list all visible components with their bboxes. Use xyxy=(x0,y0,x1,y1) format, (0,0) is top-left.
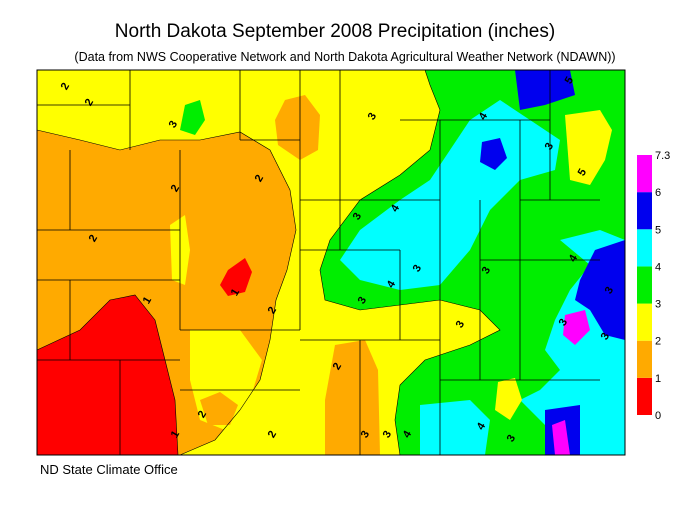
legend-tick-label: 7.3 xyxy=(655,150,670,162)
legend-tick-label: 0 xyxy=(655,410,661,422)
contour-label: 3 xyxy=(454,319,467,330)
legend-swatch xyxy=(637,303,652,341)
map-border xyxy=(36,69,626,456)
contour-label: 3 xyxy=(480,265,493,276)
legend-swatch xyxy=(637,155,652,193)
blue-zone xyxy=(515,70,575,110)
cyan-zone xyxy=(420,400,490,455)
contour-label: 1 xyxy=(229,287,242,298)
contour-label: 3 xyxy=(366,111,379,122)
contour-label: 3 xyxy=(411,263,424,274)
red-zone xyxy=(220,258,252,296)
contour-label: 3 xyxy=(359,429,372,440)
legend-swatch xyxy=(637,377,652,415)
orange-zone xyxy=(275,95,320,160)
contour-label: 2 xyxy=(83,97,96,108)
county-lines xyxy=(37,70,600,455)
legend-tick-label: 5 xyxy=(655,224,661,236)
map-subtitle: (Data from NWS Cooperative Network and N… xyxy=(74,50,615,64)
green-zone xyxy=(180,100,205,135)
legend-tick-label: 1 xyxy=(655,373,661,385)
orange-zone xyxy=(200,392,238,425)
legend-tick-label: 4 xyxy=(655,261,661,273)
contour-label: 2 xyxy=(266,429,279,440)
contour-label: 2 xyxy=(253,173,266,184)
contour-label: 3 xyxy=(381,429,394,440)
blue-zone xyxy=(480,138,507,170)
contour-label: 2 xyxy=(169,183,182,194)
legend: 0 1 2 3 4 5 6 7.3 xyxy=(637,150,670,422)
cyan-zone xyxy=(340,100,560,290)
magenta-zone xyxy=(563,310,590,345)
contour-label: 2 xyxy=(266,305,279,316)
contour-label: 3 xyxy=(356,295,369,306)
red-zone xyxy=(37,295,178,455)
legend-tick-label: 6 xyxy=(655,187,661,199)
contour-label: 5 xyxy=(576,167,589,178)
map-title: North Dakota September 2008 Precipitatio… xyxy=(115,21,555,42)
contour-label: 3 xyxy=(543,141,556,152)
isolines xyxy=(36,69,501,456)
contour-label: 3 xyxy=(599,331,612,342)
contour-label: 1 xyxy=(169,429,182,440)
contour-label: 2 xyxy=(196,409,209,420)
contour-label: 3 xyxy=(557,317,570,328)
yellow-zone xyxy=(565,110,612,185)
legend-swatch xyxy=(637,192,652,230)
contour-label: 3 xyxy=(351,211,364,222)
blue-zone xyxy=(575,240,625,340)
contour-label: 5 xyxy=(563,75,576,86)
legend-swatch xyxy=(637,266,652,304)
yellow-zone xyxy=(495,378,522,420)
legend-swatch xyxy=(637,229,652,267)
contour-label: 3 xyxy=(167,119,180,130)
credit: ND State Climate Office xyxy=(40,462,178,477)
contour-label: 2 xyxy=(331,361,344,372)
contour-label: 3 xyxy=(603,285,616,296)
legend-tick-label: 3 xyxy=(655,299,661,311)
contour-label: 1 xyxy=(141,295,154,306)
orange-zone xyxy=(325,340,380,455)
legend-tick-label: 2 xyxy=(655,336,661,348)
magenta-zone xyxy=(552,420,570,455)
contour-label: 2 xyxy=(87,233,100,244)
contour-label: 3 xyxy=(505,433,518,444)
contour-label: 2 xyxy=(59,81,72,92)
legend-swatch xyxy=(637,340,652,378)
